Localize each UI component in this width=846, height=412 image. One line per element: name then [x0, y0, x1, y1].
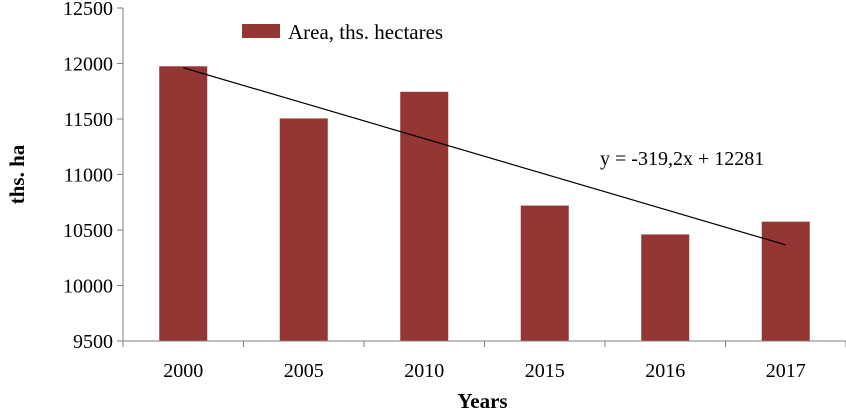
- axes-layer: [117, 7, 846, 347]
- x-tick-label: 2005: [284, 360, 324, 382]
- trendline-layer: [183, 67, 786, 246]
- bar-2017: [761, 221, 810, 341]
- bar-2016: [641, 234, 690, 341]
- legend-swatch: [242, 24, 280, 38]
- y-tick-labels: 9500 10000 10500 11000 11500 12000 12500: [63, 0, 113, 353]
- y-tick-label: 12500: [63, 0, 113, 20]
- bars-layer: [159, 66, 810, 342]
- x-axis-title: Years: [457, 389, 507, 412]
- bar-2000: [159, 66, 208, 342]
- y-tick-label: 11500: [64, 109, 113, 131]
- legend-label: Area, ths. hectares: [288, 20, 443, 44]
- y-tick-label: 11000: [64, 165, 113, 187]
- x-tick-label: 2016: [645, 360, 685, 382]
- y-tick-label: 10000: [63, 276, 113, 298]
- x-tick-label: 2010: [404, 360, 444, 382]
- x-tick-labels: 2000 2005 2010 2015 2016 2017: [163, 360, 806, 382]
- y-tick-label: 9500: [73, 331, 113, 353]
- y-tick-label: 12000: [63, 54, 113, 76]
- x-tick-label: 2015: [525, 360, 565, 382]
- bar-2015: [520, 205, 569, 341]
- bar-2005: [279, 118, 328, 341]
- legend: Area, ths. hectares: [242, 20, 443, 44]
- y-tick-label: 10500: [63, 220, 113, 242]
- y-axis-title: ths. ha: [5, 144, 29, 204]
- x-tick-label: 2017: [766, 360, 806, 382]
- trendline: [183, 67, 786, 246]
- trendline-equation: y = -319,2x + 12281: [600, 148, 764, 170]
- bar-2010: [400, 91, 449, 342]
- x-tick-label: 2000: [163, 360, 203, 382]
